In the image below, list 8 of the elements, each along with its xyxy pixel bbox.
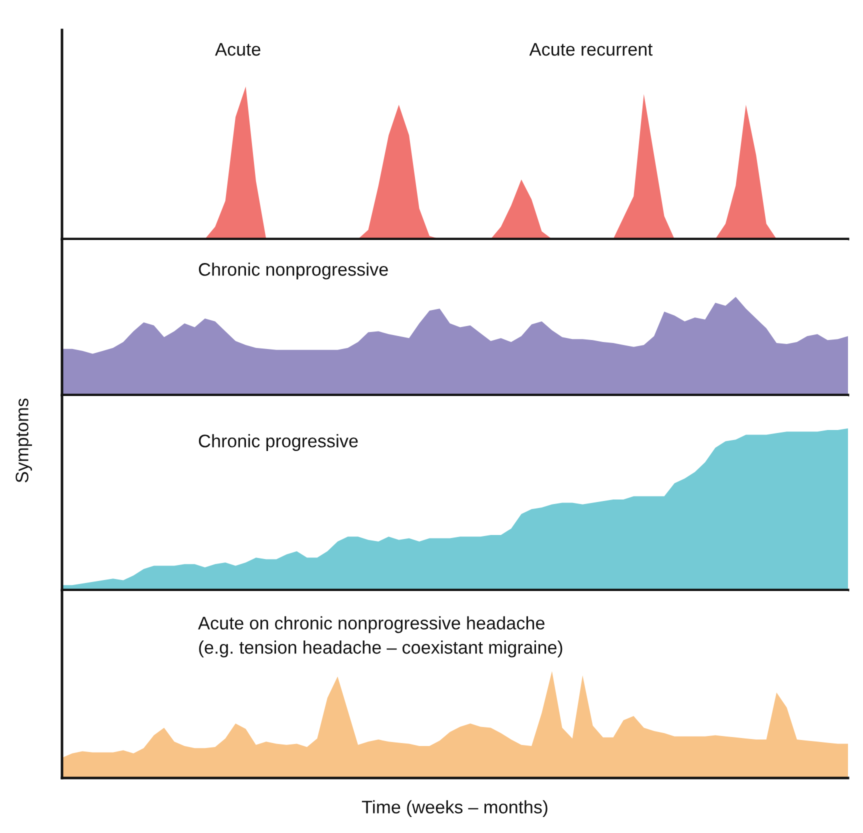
- annotation: Chronic progressive: [198, 434, 358, 451]
- text: Acute: [215, 43, 260, 56]
- x-axis-title: Time (weeks – months): [362, 800, 548, 818]
- text: Acute on chronic nonprogressive headache: [198, 616, 544, 634]
- text: Chronic nonprogressive: [198, 262, 388, 280]
- y-axis-title: Symptoms: [16, 398, 32, 482]
- text: Acute recurrent: [529, 43, 653, 56]
- text: (e.g. tension headache – coexistant migraine): [199, 640, 562, 658]
